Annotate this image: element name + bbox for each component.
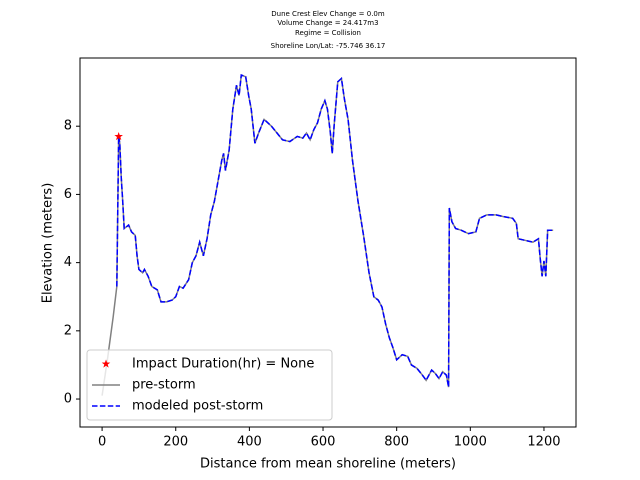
y-tick-label: 8 [64,119,72,134]
y-tick-label: 2 [64,323,72,338]
line-series [101,73,554,396]
x-tick-label: 400 [237,435,262,450]
title-line: Shoreline Lon/Lat: -75.746 36.17 [271,42,386,50]
y-tick-label: 6 [64,187,72,202]
title-line: Dune Crest Elev Change = 0.0m [271,10,385,18]
legend-label: pre-storm [132,378,196,393]
legend-label: Impact Duration(hr) = None [132,357,314,372]
x-tick-label: 1200 [527,435,560,450]
y-tick-label: 0 [64,392,72,407]
x-tick-label: 200 [163,435,188,450]
plot-frame [79,57,577,428]
x-tick-label: 0 [98,435,106,450]
legend-label: modeled post-storm [132,399,263,414]
title-line: Volume Change = 24.417m3 [277,19,378,27]
x-tick-label: 800 [384,435,409,450]
x-tick-label: 1000 [454,435,487,450]
marker [114,131,123,141]
x-tick-label: 600 [311,435,336,450]
legend-box [86,349,333,421]
x-axis-label: Distance from mean shoreline (meters) [200,457,456,472]
title-line: Regime = Collision [295,29,361,37]
legend-marker [101,359,111,368]
y-axis-label: Elevation (meters) [41,183,56,304]
y-tick-label: 4 [64,255,72,270]
line-series [116,73,554,388]
